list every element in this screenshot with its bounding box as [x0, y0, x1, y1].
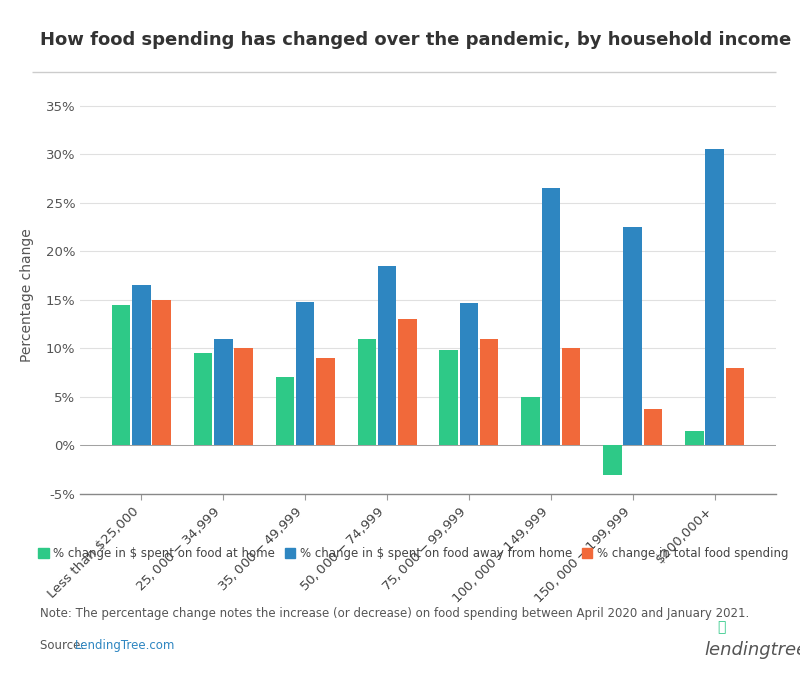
Text: LendingTree.com: LendingTree.com	[74, 639, 174, 652]
Bar	[623, 227, 642, 445]
Y-axis label: Percentage change: Percentage change	[21, 228, 34, 362]
Bar	[726, 368, 744, 445]
Bar	[706, 150, 724, 445]
Bar	[194, 353, 213, 445]
Text: Source:: Source:	[40, 639, 88, 652]
Bar	[234, 348, 253, 445]
Text: lendingtree: lendingtree	[704, 641, 800, 659]
Bar	[132, 285, 150, 445]
Bar	[112, 305, 130, 445]
Bar	[686, 431, 704, 445]
Bar	[603, 445, 622, 475]
Bar	[459, 303, 478, 445]
Legend: % change in $ spent on food at home, % change in $ spent on food away from home,: % change in $ spent on food at home, % c…	[38, 547, 789, 560]
Bar	[562, 348, 581, 445]
Bar	[275, 377, 294, 445]
Bar	[643, 409, 662, 445]
Text: How food spending has changed over the pandemic, by household income: How food spending has changed over the p…	[40, 31, 791, 49]
Bar	[152, 300, 170, 445]
Bar	[398, 319, 417, 445]
Text: Note: The percentage change notes the increase (or decrease) on food spending be: Note: The percentage change notes the in…	[40, 607, 750, 620]
Bar	[316, 358, 334, 445]
Bar	[480, 339, 498, 445]
Bar	[439, 351, 458, 445]
Bar	[296, 302, 314, 445]
Bar	[358, 339, 376, 445]
Bar	[214, 339, 233, 445]
Bar	[378, 266, 397, 445]
Bar	[522, 397, 540, 445]
Bar	[542, 188, 560, 445]
Text: 🌿: 🌿	[717, 621, 725, 635]
